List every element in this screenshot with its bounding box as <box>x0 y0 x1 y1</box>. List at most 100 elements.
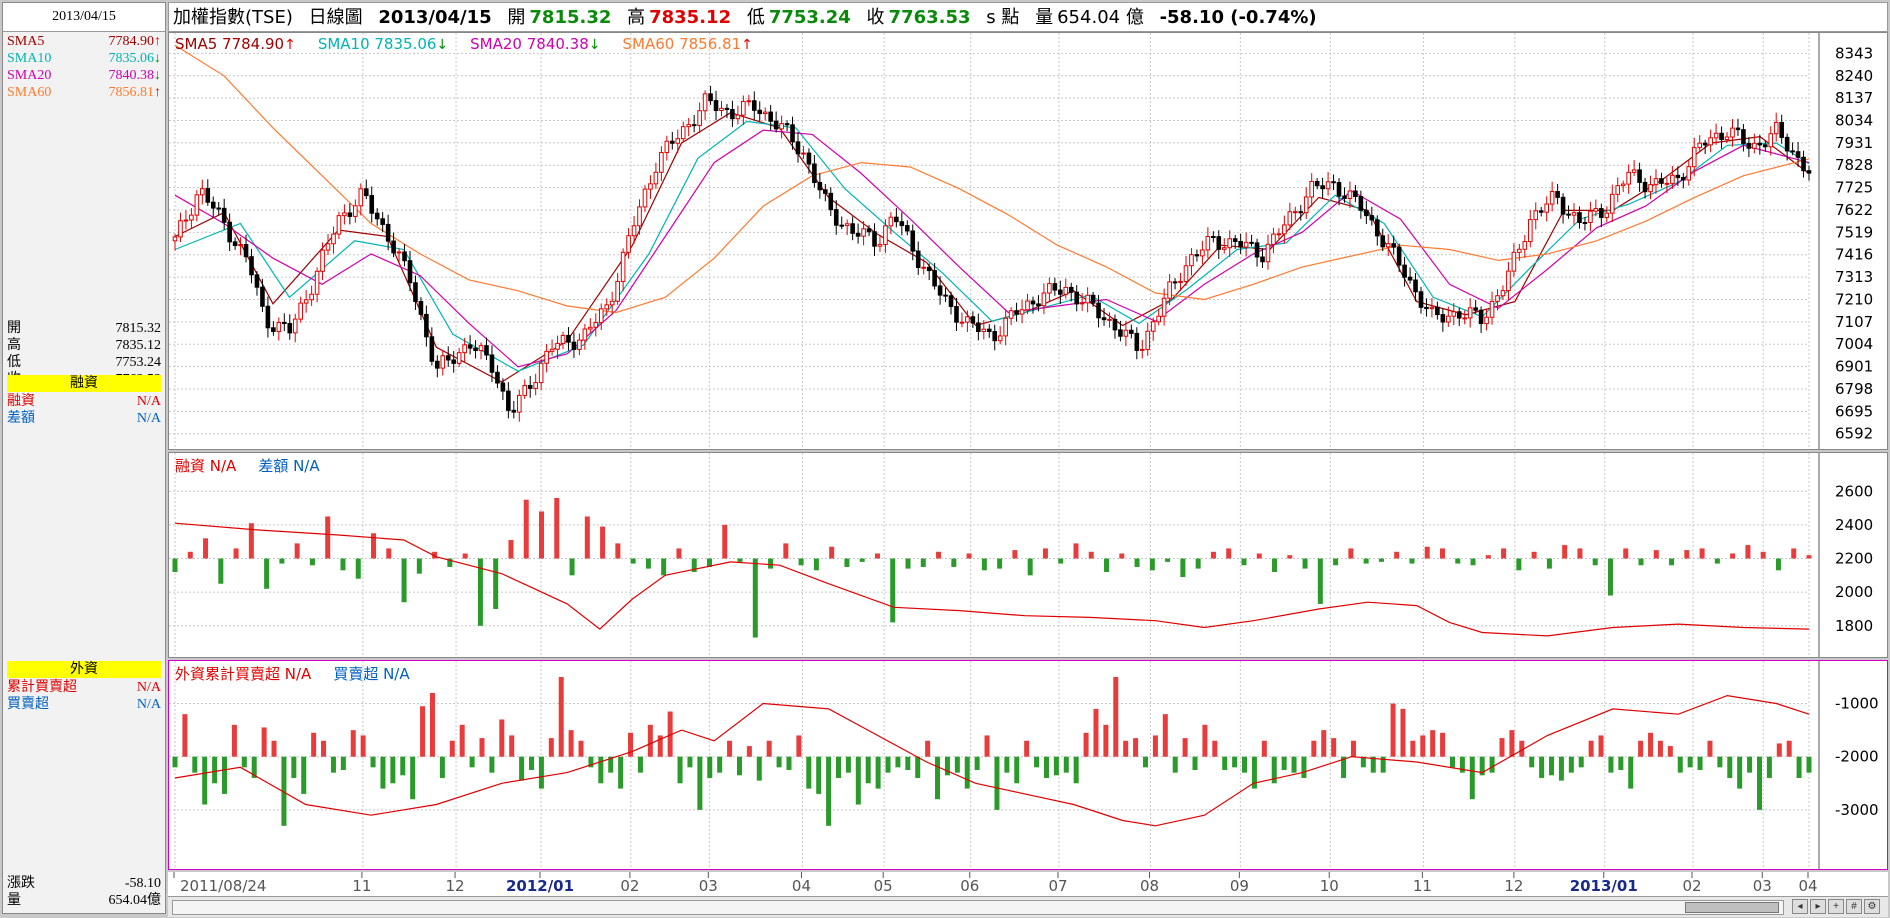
candle-body <box>833 209 839 226</box>
volume-bar <box>1509 730 1515 757</box>
candle-body <box>730 109 735 120</box>
volume-bar <box>1766 756 1772 778</box>
scrollbar-thumb[interactable] <box>1685 902 1779 913</box>
candle-body <box>997 335 1003 342</box>
candle-body <box>1221 247 1227 250</box>
candle-body <box>1336 182 1342 197</box>
volume-bar <box>1287 555 1293 559</box>
candle-body <box>189 214 194 221</box>
candle-body <box>1702 142 1708 146</box>
settings-icon[interactable]: ⚙ <box>1864 899 1880 914</box>
volume-value: 654.04億 <box>108 893 162 908</box>
volume-bar <box>676 548 682 559</box>
volume-bar <box>920 558 926 567</box>
price-pane[interactable]: 8343 8240 8137 8034 7931 7828 7725 7622 7519 7416… <box>168 32 1888 450</box>
volume-bar <box>294 543 300 559</box>
candle-body <box>516 394 522 413</box>
volume-bar <box>261 727 267 757</box>
volume-bar <box>1182 738 1188 757</box>
grid-toggle-icon[interactable]: # <box>1846 899 1862 914</box>
volume-bar <box>615 543 621 559</box>
x-tick-label: 07 <box>1048 877 1067 895</box>
margin-pane[interactable]: 2600 2400 2200 2000 1800 融資 N/A 差額 N/A <box>168 452 1888 658</box>
margin-legend: 融資 N/A 差額 N/A <box>175 455 342 476</box>
candle-body <box>1293 211 1298 214</box>
bottom-toolbar: ◂ ▸ + # ⚙ <box>168 896 1888 917</box>
candle-body <box>232 241 238 247</box>
candle-body <box>1298 211 1304 214</box>
candle-body <box>1407 276 1413 281</box>
foreign-pane[interactable]: -1000 -2000 -3000 外資累計買賣超 N/A 買賣超 N/A <box>168 660 1888 870</box>
candle-body <box>1691 147 1697 168</box>
candle-body <box>374 212 380 220</box>
sma-label: SMA5 <box>7 34 45 49</box>
candle-body <box>178 220 183 238</box>
candle-body <box>1019 309 1025 315</box>
zoom-out-icon[interactable]: ◂ <box>1792 899 1808 914</box>
candle-body <box>555 342 560 350</box>
x-tick-label: 10 <box>1320 877 1339 895</box>
volume-bar <box>1192 756 1198 770</box>
time-scrollbar[interactable] <box>172 900 1784 915</box>
volume-bar <box>1638 740 1644 757</box>
volume-bar <box>1053 756 1059 776</box>
volume-bar <box>1042 548 1048 559</box>
candle-body <box>216 207 222 210</box>
crosshair-icon[interactable]: + <box>1828 899 1844 914</box>
y-tick-label: 2000 <box>1835 583 1873 601</box>
candle-body <box>817 182 823 191</box>
volume-bar <box>855 756 861 805</box>
candle-body <box>1795 151 1801 158</box>
candle-body <box>1041 292 1047 307</box>
volume-bar <box>340 756 346 770</box>
x-tick-label: 11 <box>352 877 371 895</box>
candle-body <box>1396 246 1402 266</box>
volume-bar <box>1469 756 1475 800</box>
volume-bar <box>529 756 535 770</box>
volume-bar <box>1034 756 1040 768</box>
volume-bar <box>1796 756 1802 778</box>
candle-body <box>888 216 894 227</box>
foreign-label: 累計買賣超 <box>7 680 77 695</box>
candle-body <box>823 189 828 194</box>
candle-body <box>1790 150 1795 153</box>
candle-body <box>1096 302 1101 319</box>
volume-bar <box>1321 730 1327 757</box>
candle-body <box>467 344 473 349</box>
sma-label: SMA60 <box>7 85 52 100</box>
zoom-in-icon[interactable]: ▸ <box>1810 899 1826 914</box>
candle-body <box>1615 185 1621 195</box>
volume-bar <box>241 756 247 768</box>
candle-body <box>1172 281 1178 284</box>
volume-label-header: 量 <box>1035 7 1054 28</box>
candle-body <box>1713 132 1719 139</box>
volume-bar <box>1519 740 1525 757</box>
volume-bar <box>1302 558 1308 569</box>
candle-body <box>943 294 948 297</box>
candle-body <box>1517 248 1522 253</box>
volume-bar <box>1489 756 1495 773</box>
volume-bar <box>1073 543 1079 559</box>
volume-bar <box>479 738 485 757</box>
volume-bar <box>489 756 495 773</box>
volume-bar <box>1331 738 1337 757</box>
candle-body <box>741 101 746 116</box>
candle-body <box>1090 294 1096 304</box>
price-legend: SMA5 7784.90↑ SMA10 7835.06↓ SMA20 7840.38… <box>175 35 775 53</box>
volume-bar <box>1400 708 1406 757</box>
candle-body <box>1806 170 1812 174</box>
foreign-label: 買賣超 <box>7 697 49 712</box>
candle-body <box>1287 211 1293 226</box>
arrow-down-icon: ↓ <box>588 37 601 53</box>
margin-label: 差額 <box>7 411 35 426</box>
margin-label: 融資 <box>7 394 35 409</box>
candle-body <box>200 188 205 196</box>
volume-bar <box>1592 558 1598 566</box>
y-tick-label: 6798 <box>1835 380 1873 398</box>
candle-body <box>402 251 407 262</box>
candle-body <box>1036 303 1041 307</box>
candle-body <box>1473 307 1478 311</box>
margin-value: N/A <box>136 394 161 409</box>
arrow-down-icon: ↓ <box>154 68 161 83</box>
volume-bar <box>416 558 422 574</box>
